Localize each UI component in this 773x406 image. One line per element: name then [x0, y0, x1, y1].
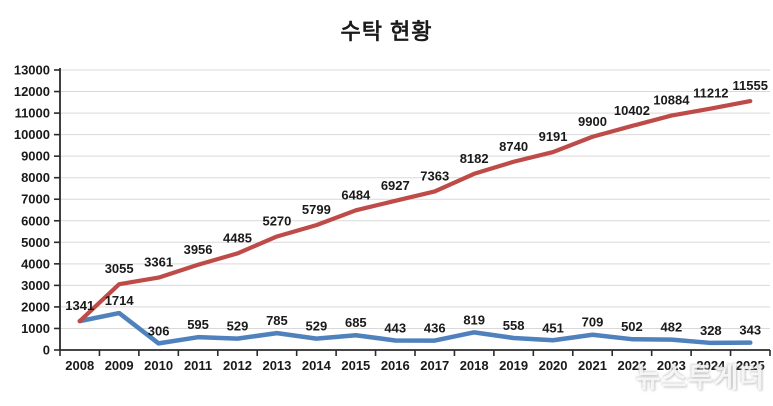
- annual-blue-data-label: 685: [345, 315, 367, 330]
- x-axis-tick-label: 2024: [696, 358, 726, 373]
- x-axis-tick-label: 2021: [578, 358, 607, 373]
- chart-title: 수탁 현황: [340, 19, 433, 44]
- annual-blue-series-line: [77, 310, 753, 346]
- cumulative-red-data-label: 7363: [420, 168, 449, 183]
- y-axis-tick-label: 9000: [21, 149, 50, 164]
- x-axis-tick-label: 2014: [302, 358, 332, 373]
- cumulative-red-data-label: 5270: [262, 213, 291, 228]
- cumulative-red-data-label: 9191: [539, 129, 568, 144]
- annual-blue-data-label: 595: [187, 317, 209, 332]
- y-axis-tick-label: 7000: [21, 192, 50, 207]
- x-axis-tick-label: 2012: [223, 358, 252, 373]
- y-axis-tick-label: 12000: [14, 84, 50, 99]
- annual-blue-data-label: 443: [384, 320, 406, 335]
- y-axis-tick-label: 2000: [21, 299, 50, 314]
- annual-blue-data-label: 558: [503, 318, 525, 333]
- y-axis-tick-label: 0: [43, 343, 50, 358]
- x-axis-tick-label: 2008: [65, 358, 94, 373]
- x-axis-tick-label: 2025: [736, 358, 765, 373]
- cumulative-red-data-label: 3055: [105, 261, 134, 276]
- x-axis-tick-label: 2017: [420, 358, 449, 373]
- cumulative-red-series-line: [77, 99, 753, 324]
- y-axis-tick-label: 5000: [21, 235, 50, 250]
- cumulative-red-data-label: 11555: [733, 78, 768, 93]
- cumulative-red-data-label: 8182: [460, 151, 489, 166]
- x-axis-tick-label: 2019: [499, 358, 528, 373]
- y-axis-tick-label: 8000: [21, 170, 50, 185]
- annual-blue-data-label: 306: [148, 323, 170, 338]
- cumulative-red-data-label: 5799: [302, 202, 331, 217]
- cumulative-red-data-label: 10402: [614, 103, 650, 118]
- annual-blue-data-label: 529: [306, 319, 328, 334]
- cumulative-red-data-label: 1341: [65, 298, 94, 313]
- annual-blue-data-label: 1714: [105, 293, 135, 308]
- x-axis-tick-label: 2015: [341, 358, 370, 373]
- annual-blue-data-label: 328: [700, 323, 722, 338]
- x-axis-tick-label: 2009: [105, 358, 134, 373]
- annual-blue-data-label: 502: [621, 319, 643, 334]
- y-axis-tick-label: 10000: [14, 127, 50, 142]
- y-axis-tick-label: 3000: [21, 278, 50, 293]
- annual-blue-data-label: 343: [739, 323, 761, 338]
- cumulative-red-data-label: 3361: [144, 255, 173, 270]
- y-axis-tick-label: 4000: [21, 256, 50, 271]
- cumulative-red-data-label: 9900: [578, 114, 607, 129]
- y-axis-tick-label: 6000: [21, 213, 50, 228]
- annual-blue-data-label: 451: [542, 320, 564, 335]
- x-axis-tick-label: 2023: [657, 358, 686, 373]
- x-axis-tick-label: 2010: [144, 358, 173, 373]
- annual-blue-data-label: 482: [661, 320, 683, 335]
- annual-blue-data-label: 436: [424, 321, 446, 336]
- cumulative-red-data-label: 10884: [653, 93, 690, 108]
- annual-blue-data-label: 819: [463, 312, 485, 327]
- cumulative-red-data-label: 3956: [184, 242, 213, 257]
- x-axis-tick-label: 2011: [184, 358, 212, 373]
- cumulative-red-data-label: 4485: [223, 230, 252, 245]
- annual-blue-data-label: 785: [266, 313, 288, 328]
- y-axis-tick-label: 1000: [21, 321, 50, 336]
- y-axis-tick-label: 13000: [14, 63, 50, 78]
- x-axis-tick-label: 2013: [262, 358, 291, 373]
- cumulative-red-data-label: 8740: [499, 139, 528, 154]
- annual-blue-data-label: 529: [227, 319, 249, 334]
- x-axis-tick-label: 2020: [539, 358, 568, 373]
- annual-blue-data-label: 709: [582, 315, 604, 330]
- x-axis-tick-label: 2022: [617, 358, 646, 373]
- cumulative-red-data-label: 6927: [381, 178, 410, 193]
- cumulative-red-data-label: 11212: [693, 86, 728, 101]
- cumulative-red-data-label: 6484: [341, 187, 371, 202]
- x-axis-tick-label: 2016: [381, 358, 410, 373]
- y-axis-tick-label: 11000: [15, 106, 50, 121]
- x-axis-tick-label: 2018: [460, 358, 489, 373]
